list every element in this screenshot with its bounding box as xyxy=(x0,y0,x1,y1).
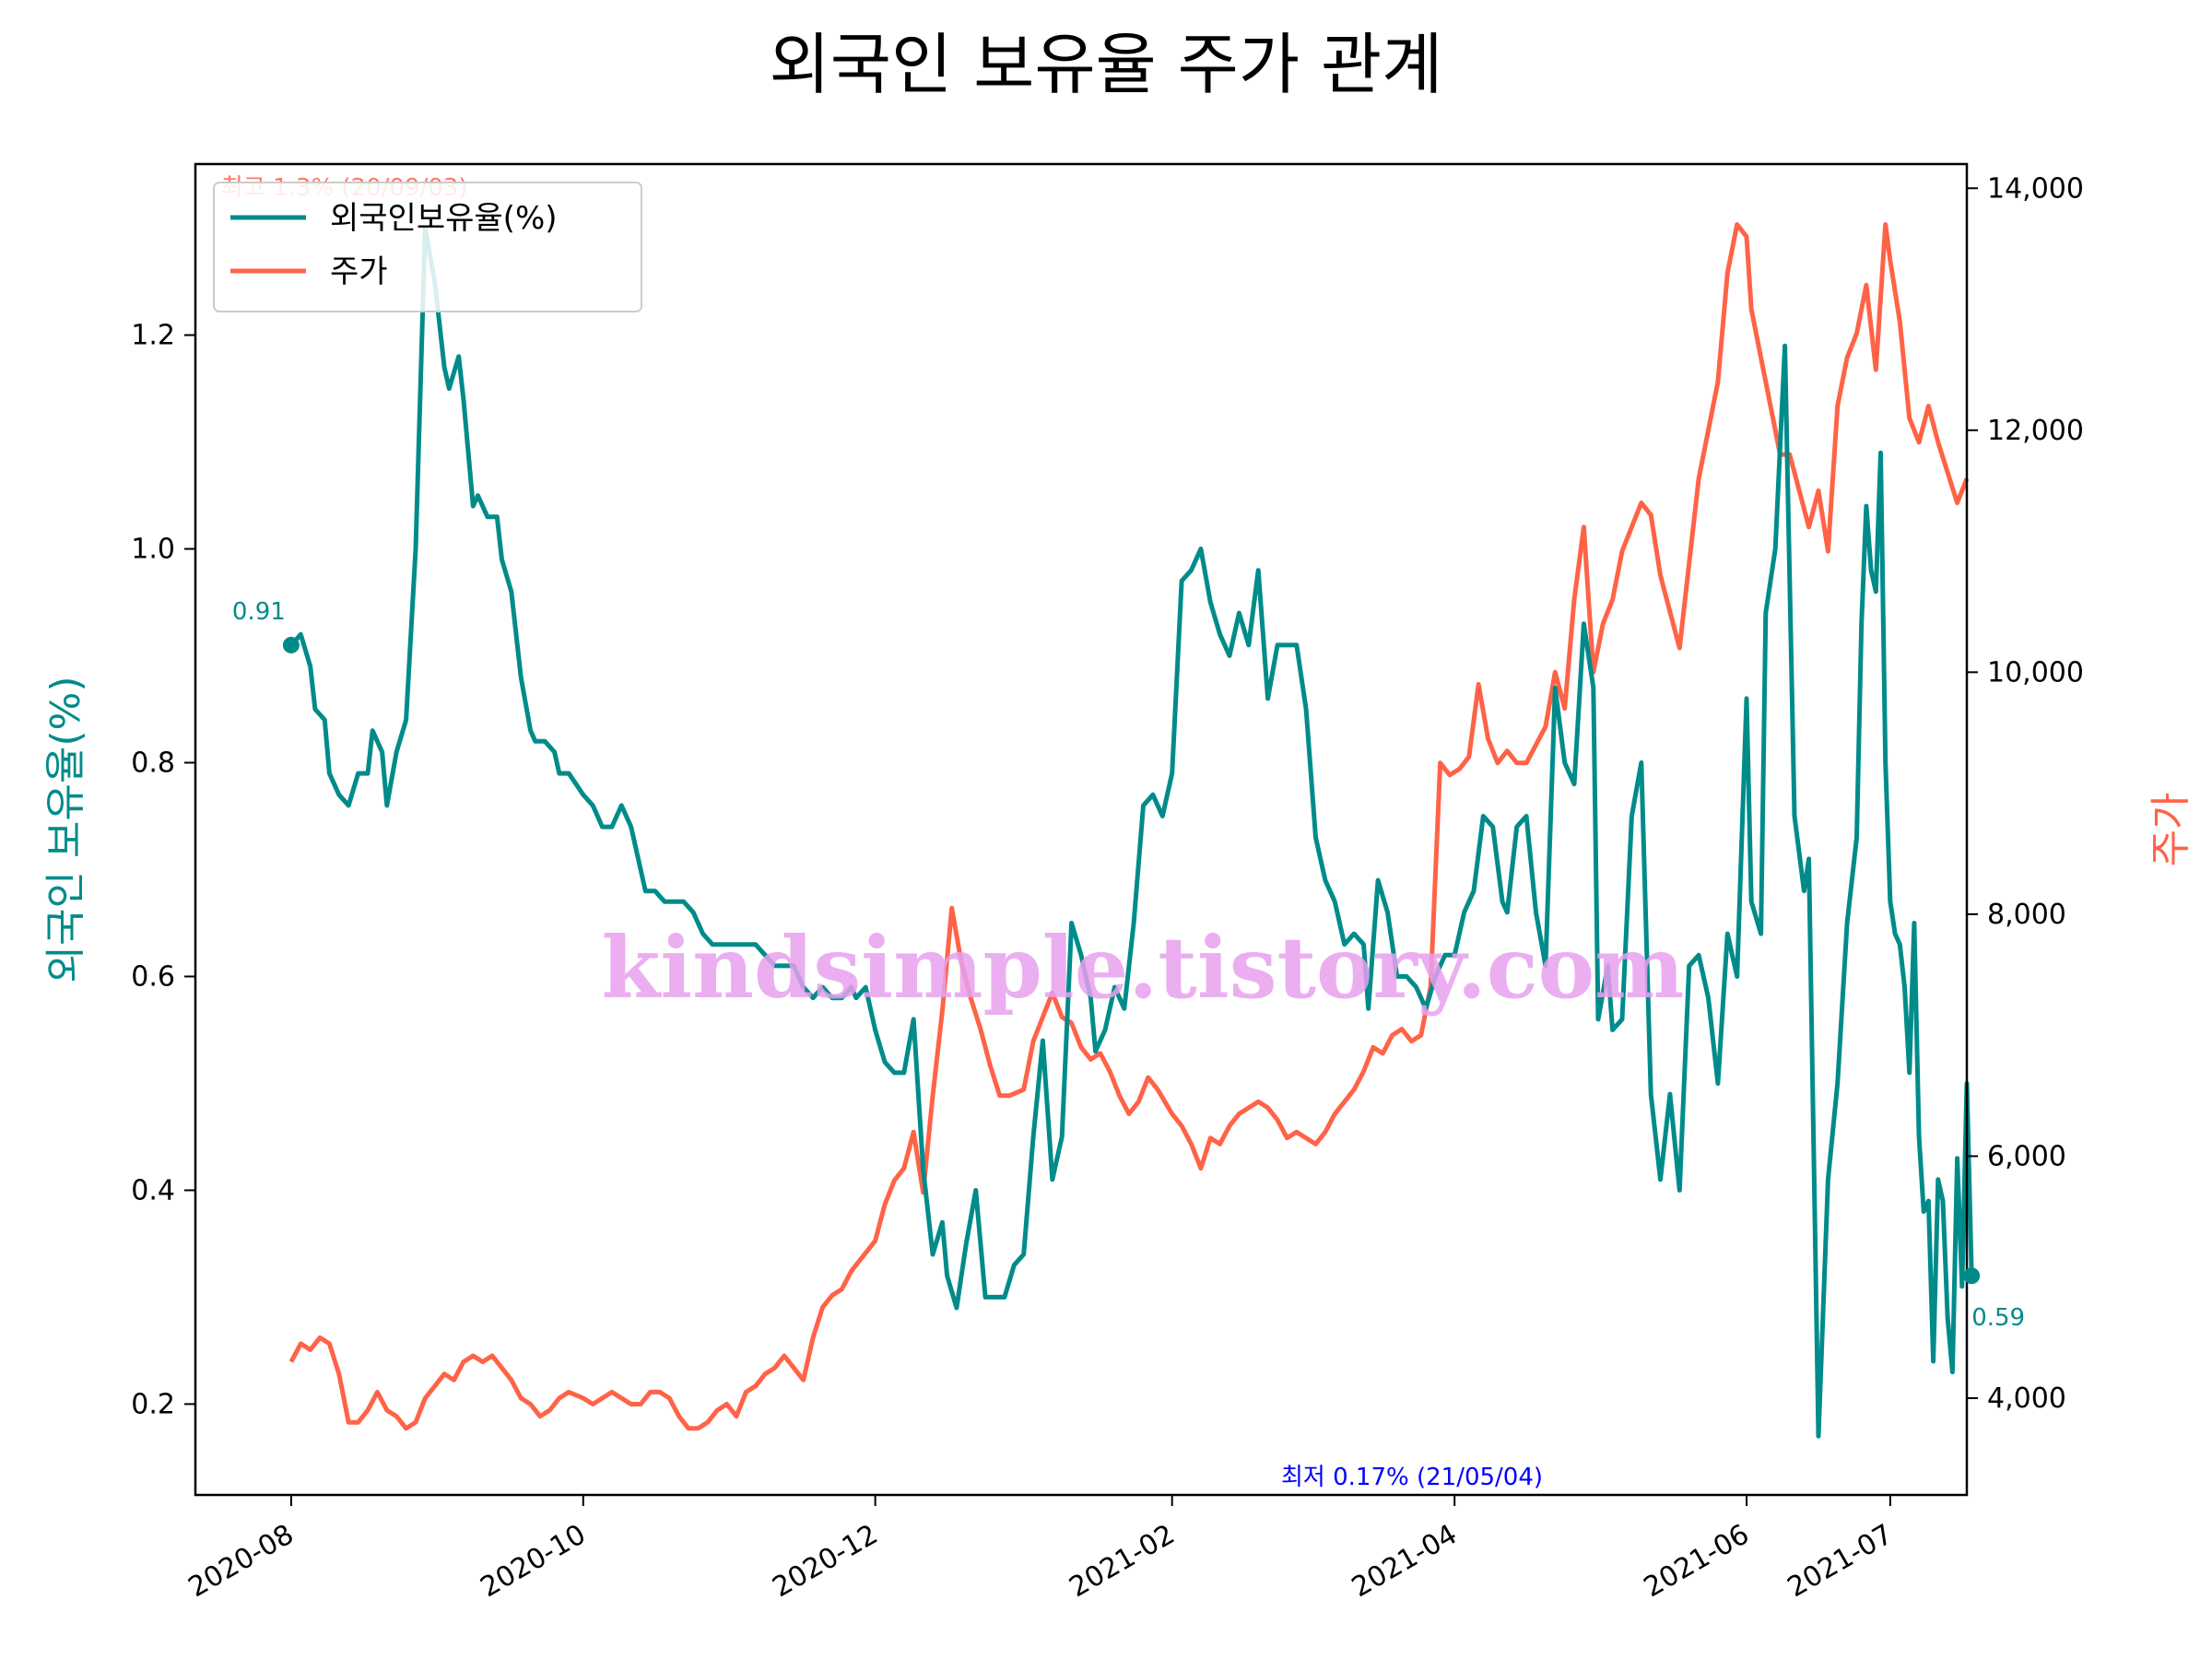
legend: 외국인보유율(%) 주가 xyxy=(213,182,642,312)
y-tick-label: 0.4 xyxy=(131,1174,175,1206)
y2-tick-label: 4,000 xyxy=(1987,1382,2066,1415)
series-line-ownership xyxy=(289,226,1974,1439)
end-point-marker xyxy=(1963,1267,1981,1285)
start-value-label: 0.91 xyxy=(232,598,286,626)
y2-tick-label: 10,000 xyxy=(1987,656,2084,688)
y-tick-label: 0.8 xyxy=(131,747,175,780)
legend-label-ownership: 외국인보유율(%) xyxy=(330,200,558,237)
y-axis-right-label: 주가 xyxy=(2147,793,2194,867)
plot-area xyxy=(288,222,1974,1439)
y-axis-left-label: 외국인 보유율(%) xyxy=(42,676,89,982)
chart-title: 외국인 보유율 주가 관계 xyxy=(769,26,1442,103)
y2-tick-label: 6,000 xyxy=(1987,1140,2066,1172)
start-point-marker xyxy=(282,636,300,653)
y-tick-label: 1.2 xyxy=(131,320,175,352)
series-line-price xyxy=(288,222,1970,1431)
y-tick-label: 1.0 xyxy=(131,534,175,566)
watermark: kindsimple.tistory.com xyxy=(601,918,1684,1018)
legend-label-price: 주가 xyxy=(330,253,388,290)
plot-frame xyxy=(194,162,1969,1497)
y2-tick-label: 8,000 xyxy=(1987,899,2066,931)
y-tick-label: 0.6 xyxy=(131,960,175,993)
min-annotation: 최저 0.17% (21/05/04) xyxy=(1281,1464,1543,1491)
y2-tick-label: 14,000 xyxy=(1987,172,2084,205)
y2-tick-label: 12,000 xyxy=(1987,415,2084,447)
y-tick-label: 0.2 xyxy=(131,1388,175,1420)
end-value-label: 0.59 xyxy=(1971,1304,2025,1332)
legend-box xyxy=(213,182,642,312)
